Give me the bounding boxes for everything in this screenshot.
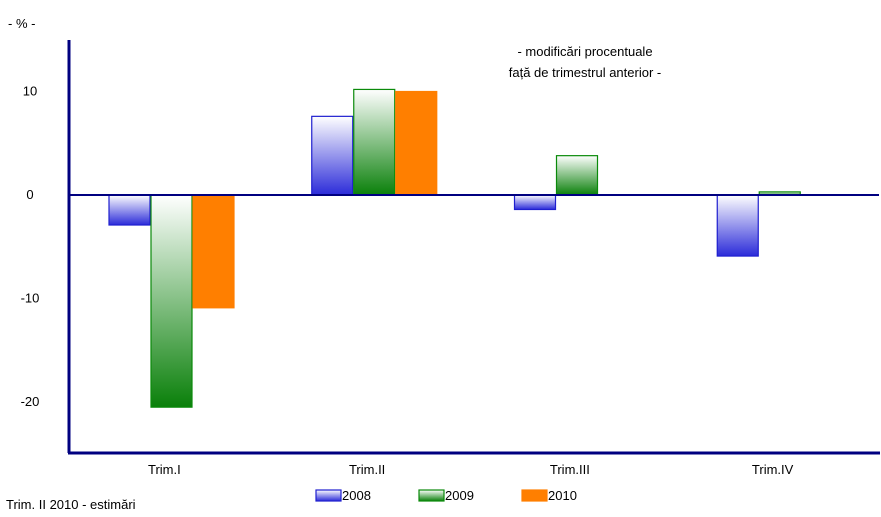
footnote: Trim. II 2010 - estimări [6,497,136,512]
legend-label-2009: 2009 [445,488,474,503]
bar-2009-trim-i [150,194,193,408]
legend-swatch-2008 [315,489,342,502]
bars-group [108,88,801,408]
legend: 2008 2009 2010 [315,488,577,503]
y-tick-label: 0 [26,187,33,202]
x-tick-label: Trim.III [550,462,590,477]
annotation-line-2: față de trimestrul anterior - [509,65,661,80]
bar-2009-trim-iii [555,155,599,196]
y-tick-label: -20 [21,394,40,409]
legend-label-2010: 2010 [548,488,577,503]
y-tick-labels: 10 0 -10 -20 [21,84,40,410]
y-tick-label: -10 [21,291,40,306]
bar-2008-trim-iii [513,194,557,211]
unit-label: - % - [8,16,35,31]
bar-2008-trim-ii [311,115,354,196]
bar-2009-trim-ii [353,88,396,196]
legend-label-2008: 2008 [342,488,371,503]
legend-swatch-2009 [418,489,445,502]
legend-swatch-2010 [521,489,548,502]
annotation-line-1: - modificări procentuale [517,44,652,59]
y-tick-label: 10 [23,84,37,99]
bar-2008-trim-iv [716,194,759,257]
bar-2010-trim-i [192,194,235,309]
x-tick-label: Trim.IV [752,462,794,477]
x-tick-label: Trim.II [349,462,385,477]
bar-2010-trim-ii [395,90,438,196]
x-tick-labels: Trim.I Trim.II Trim.III Trim.IV [148,462,794,477]
bar-2008-trim-i [108,194,151,226]
x-tick-label: Trim.I [148,462,181,477]
